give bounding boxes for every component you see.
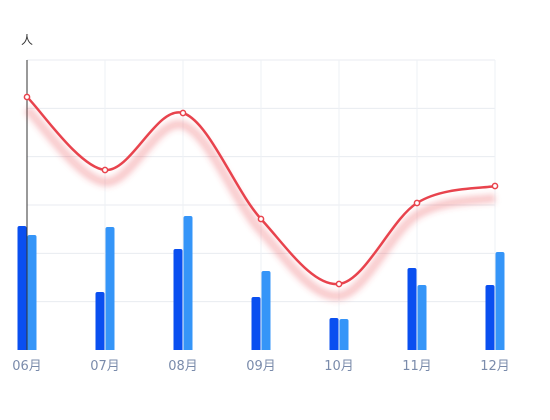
line-point-09月 [257, 215, 265, 223]
line-point-11月 [413, 199, 421, 207]
line-series [23, 93, 499, 301]
bar-08月-series-1 [173, 249, 183, 350]
x-tick-labels: 06月 07月 08月 09月 10月 11月 12月 [12, 359, 510, 374]
bar-12月-series-2 [495, 252, 505, 350]
x-tick-label-08月: 08月 [168, 359, 198, 374]
bar-10月-series-1 [329, 318, 339, 350]
line-shadow [23, 105, 496, 301]
y-axis-unit: 人 [21, 33, 33, 47]
bar-09月-series-1 [251, 297, 261, 350]
line-point-07月 [101, 166, 109, 174]
line-point-08月 [179, 109, 187, 117]
bar-series [17, 216, 505, 350]
bar-07月-series-2 [105, 227, 115, 350]
bar-06月-series-2 [27, 235, 37, 350]
x-tick-label-06月: 06月 [12, 359, 42, 374]
x-tick-label-07月: 07月 [90, 359, 120, 374]
bar-11月-series-2 [417, 285, 427, 350]
grid [27, 59, 496, 350]
x-tick-label-12月: 12月 [480, 359, 510, 374]
bar-10月-series-2 [339, 319, 349, 350]
line-point-06月 [23, 93, 31, 101]
x-tick-label-09月: 09月 [246, 359, 276, 374]
line-point-12月 [491, 182, 499, 190]
bar-09月-series-2 [261, 271, 271, 350]
x-tick-label-10月: 10月 [324, 359, 354, 374]
bar-06月-series-1 [17, 226, 27, 350]
bar-08月-series-2 [183, 216, 193, 350]
line-point-10月 [335, 280, 343, 288]
bar-12月-series-1 [485, 285, 495, 350]
bar-11月-series-1 [407, 268, 417, 350]
x-tick-label-11月: 11月 [402, 359, 432, 374]
bar-07月-series-1 [95, 292, 105, 350]
